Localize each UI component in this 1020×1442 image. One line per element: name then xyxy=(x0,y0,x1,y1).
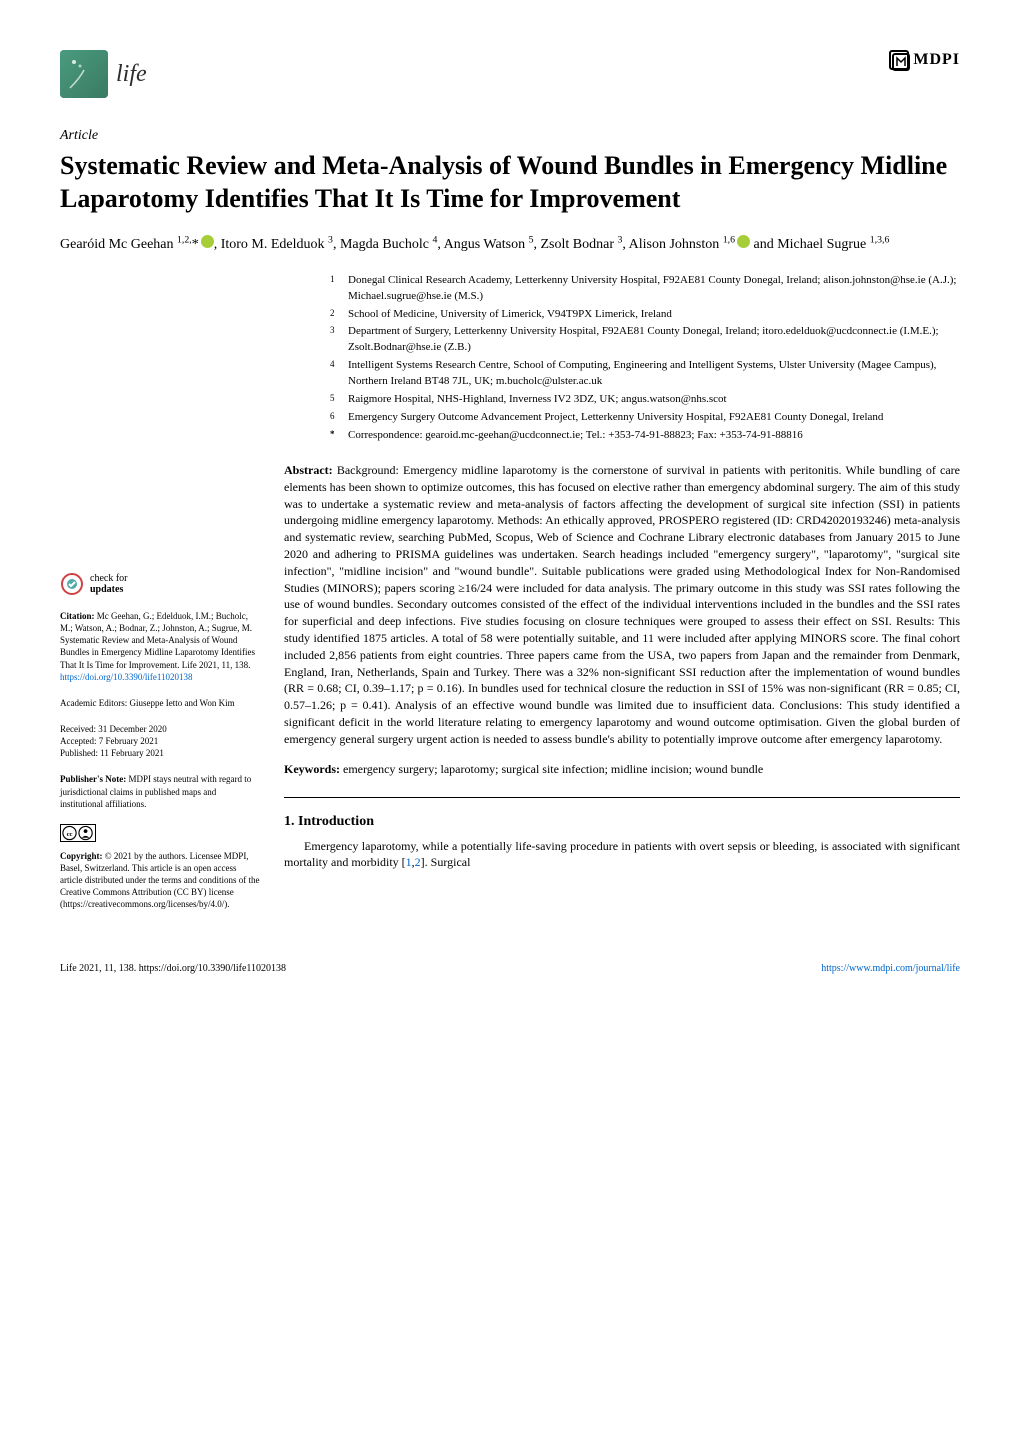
copyright-block: Copyright: © 2021 by the authors. Licens… xyxy=(60,850,260,911)
content-right: Abstract: Background: Emergency midline … xyxy=(284,462,960,925)
affiliation-item: 4Intelligent Systems Research Centre, Sc… xyxy=(330,358,960,390)
received-date: 31 December 2020 xyxy=(98,724,166,734)
publishers-note-label: Publisher's Note: xyxy=(60,774,126,784)
affil-text: Intelligent Systems Research Centre, Sch… xyxy=(348,358,960,390)
dates-block: Received: 31 December 2020 Accepted: 7 F… xyxy=(60,723,260,759)
journal-logo: life xyxy=(60,50,147,98)
check-line2: updates xyxy=(90,584,127,595)
copyright-label: Copyright: xyxy=(60,851,103,861)
authors-line: Gearóid Mc Geehan 1,2,*, Itoro M. Edeldu… xyxy=(60,233,960,255)
published-date: 11 February 2021 xyxy=(100,748,164,758)
abstract-text: Background: Emergency midline laparotomy… xyxy=(284,463,960,746)
received-label: Received: xyxy=(60,724,96,734)
ref-link-1[interactable]: 1 xyxy=(406,855,412,869)
svg-text:cc: cc xyxy=(67,831,73,838)
abstract-label: Abstract: xyxy=(284,463,333,477)
citation-block: Citation: Mc Geehan, G.; Edelduok, I.M.;… xyxy=(60,610,260,683)
check-updates-badge[interactable]: check for updates xyxy=(60,572,260,596)
publisher-logo: MDPI xyxy=(889,50,960,70)
ref-link-2[interactable]: 2 xyxy=(415,855,421,869)
affil-num: 5 xyxy=(330,392,340,408)
keywords-text: emergency surgery; laparotomy; surgical … xyxy=(343,762,763,776)
keywords-label: Keywords: xyxy=(284,762,340,776)
mdpi-icon xyxy=(889,50,909,70)
journal-name: life xyxy=(116,61,147,88)
doi-link[interactable]: https://doi.org/10.3390/life11020138 xyxy=(60,672,193,682)
publishers-note-block: Publisher's Note: MDPI stays neutral wit… xyxy=(60,773,260,809)
affil-text: School of Medicine, University of Limeri… xyxy=(348,307,672,323)
main-content: check for updates Citation: Mc Geehan, G… xyxy=(60,462,960,925)
accepted-label: Accepted: xyxy=(60,736,96,746)
affil-num: 3 xyxy=(330,324,340,356)
authors-text: Gearóid Mc Geehan 1,2,*, Itoro M. Edeldu… xyxy=(60,237,889,252)
publisher-name: MDPI xyxy=(913,51,960,69)
affiliation-item: * Correspondence: gearoid.mc-geehan@ucdco… xyxy=(330,428,960,444)
affiliation-item: 5 Raigmore Hospital, NHS-Highland, Invern… xyxy=(330,392,960,408)
check-updates-icon xyxy=(60,572,84,596)
footer-left: Life 2021, 11, 138. https://doi.org/10.3… xyxy=(60,963,286,974)
orcid-icon xyxy=(737,235,750,248)
article-title: Systematic Review and Meta-Analysis of W… xyxy=(60,150,960,215)
section-1-title: 1. Introduction xyxy=(284,814,960,830)
affiliation-item: 2 School of Medicine, University of Limer… xyxy=(330,307,960,323)
affil-text: Correspondence: gearoid.mc-geehan@ucdcon… xyxy=(348,428,803,444)
keywords: Keywords: emergency surgery; laparotomy;… xyxy=(284,762,960,777)
life-logo-svg xyxy=(60,50,108,98)
divider xyxy=(284,797,960,798)
affil-num: 4 xyxy=(330,358,340,390)
affil-num: * xyxy=(330,428,340,444)
check-updates-text: check for updates xyxy=(90,573,127,595)
published-label: Published: xyxy=(60,748,98,758)
affil-text: Department of Surgery, Letterkenny Unive… xyxy=(348,324,960,356)
sidebar: check for updates Citation: Mc Geehan, G… xyxy=(60,462,260,925)
section-1-body: Emergency laparotomy, while a potentiall… xyxy=(284,838,960,872)
affiliations-list: 1Donegal Clinical Research Academy, Lett… xyxy=(60,273,960,444)
editors-names: Giuseppe Ietto and Won Kim xyxy=(129,698,234,708)
affiliation-item: 3Department of Surgery, Letterkenny Univ… xyxy=(330,324,960,356)
affil-num: 1 xyxy=(330,273,340,305)
editors-label: Academic Editors: xyxy=(60,698,127,708)
check-line1: check for xyxy=(90,573,127,584)
accepted-date: 7 February 2021 xyxy=(99,736,159,746)
citation-label: Citation: xyxy=(60,611,95,621)
orcid-icon xyxy=(201,235,214,248)
page-container: life MDPI Article Systematic Review and … xyxy=(0,0,1020,1014)
affiliation-item: 1Donegal Clinical Research Academy, Lett… xyxy=(330,273,960,305)
editors-block: Academic Editors: Giuseppe Ietto and Won… xyxy=(60,697,260,709)
affil-text: Raigmore Hospital, NHS-Highland, Inverne… xyxy=(348,392,727,408)
cc-license-block: cc xyxy=(60,824,260,842)
header: life MDPI xyxy=(60,50,960,98)
article-type: Article xyxy=(60,128,960,144)
footer-right-link[interactable]: https://www.mdpi.com/journal/life xyxy=(821,963,960,974)
affil-num: 6 xyxy=(330,410,340,426)
affiliation-item: 6 Emergency Surgery Outcome Advancement P… xyxy=(330,410,960,426)
abstract: Abstract: Background: Emergency midline … xyxy=(284,462,960,748)
affil-text: Donegal Clinical Research Academy, Lette… xyxy=(348,273,960,305)
cc-icon: cc xyxy=(60,824,96,842)
affil-num: 2 xyxy=(330,307,340,323)
life-logo-icon xyxy=(60,50,108,98)
footer: Life 2021, 11, 138. https://doi.org/10.3… xyxy=(60,955,960,974)
affil-text: Emergency Surgery Outcome Advancement Pr… xyxy=(348,410,883,426)
